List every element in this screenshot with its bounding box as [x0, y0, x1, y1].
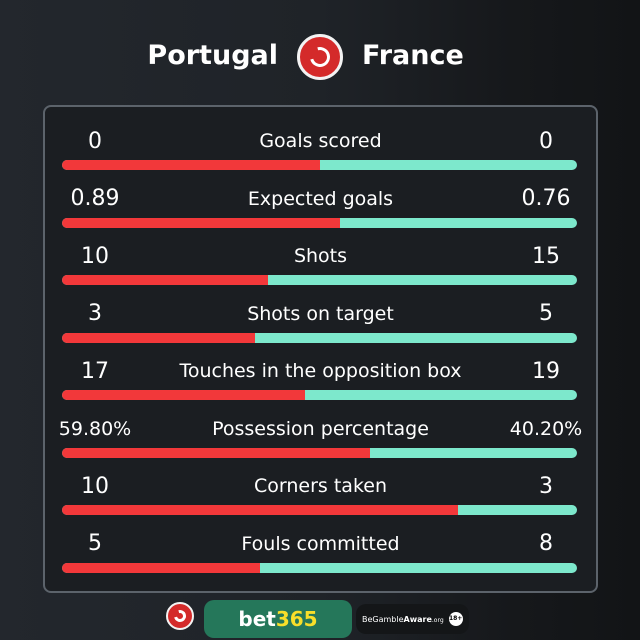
- stat-row: 3 Shots on target 5: [45, 288, 596, 345]
- away-team-name: France: [362, 40, 464, 71]
- home-share-fill: [62, 275, 268, 285]
- match-header: Portugal France: [0, 30, 640, 82]
- comparison-bar: [62, 217, 577, 228]
- home-share-fill: [62, 390, 306, 400]
- stat-row: 17 Touches in the opposition box 19: [45, 345, 596, 402]
- comparison-bar: [62, 160, 577, 170]
- stat-label: Expected goals: [247, 187, 394, 210]
- stat-row: 10 Corners taken 3: [45, 460, 596, 517]
- home-value: 3: [88, 301, 102, 326]
- stat-row: 10 Shots 15: [45, 230, 596, 287]
- stat-text-line: 0 Goals scored 0: [45, 127, 596, 155]
- stat-label: Touches in the opposition box: [179, 360, 462, 382]
- stat-row: 0 Goals scored 0: [45, 115, 596, 172]
- bet365-text-a: bet: [238, 607, 276, 631]
- away-value: 3: [539, 473, 553, 499]
- bet365-text-b: 365: [275, 607, 318, 631]
- stats-panel: 0 Goals scored 0 0.89 Expected goals 0.7…: [43, 105, 598, 593]
- away-value: 0.76: [521, 186, 571, 211]
- away-value: 19: [532, 358, 560, 384]
- home-value: 59.80%: [58, 417, 132, 440]
- stat-row: 0.89 Expected goals 0.76: [45, 173, 596, 230]
- home-value: 10: [81, 473, 109, 499]
- stat-text-line: 10 Corners taken 3: [45, 472, 596, 500]
- comparison-bar: [62, 332, 577, 343]
- comparison-bar: [62, 447, 577, 458]
- away-value: 15: [532, 243, 560, 269]
- begambleaware-text: BeGambleAware.org: [362, 614, 444, 624]
- home-share-fill: [62, 160, 320, 170]
- stat-text-line: 59.80% Possession percentage 40.20%: [45, 415, 596, 443]
- bet365-logo: bet365: [204, 600, 352, 638]
- home-value: 0.89: [70, 186, 120, 211]
- stat-label: Shots on target: [247, 302, 394, 325]
- home-share-fill: [62, 217, 340, 228]
- stat-text-line: 0.89 Expected goals 0.76: [45, 185, 596, 213]
- begambleaware-logo: BeGambleAware.org 18+: [356, 604, 469, 634]
- home-team-name: Portugal: [147, 40, 278, 71]
- home-share-fill: [62, 562, 261, 573]
- away-value: 8: [539, 531, 553, 556]
- comparison-bar: [62, 505, 577, 515]
- away-value: 5: [539, 301, 553, 326]
- home-value: 17: [81, 358, 109, 384]
- away-value: 0: [539, 128, 553, 154]
- comparison-bar: [62, 275, 577, 285]
- stat-row: 5 Fouls committed 8: [45, 518, 596, 575]
- stat-label: Shots: [293, 245, 348, 267]
- home-value: 10: [81, 243, 109, 269]
- home-share-fill: [62, 332, 256, 343]
- home-share-fill: [62, 505, 459, 515]
- stat-label: Fouls committed: [241, 532, 400, 555]
- brand-logo-icon: [297, 34, 343, 80]
- away-value: 40.20%: [509, 417, 583, 440]
- stat-label: Corners taken: [254, 475, 387, 497]
- stat-label: Goals scored: [259, 130, 382, 152]
- age-badge: 18+: [448, 612, 463, 626]
- stat-row: 59.80% Possession percentage 40.20%: [45, 403, 596, 460]
- comparison-bar: [62, 390, 577, 400]
- footer: bet365 BeGambleAware.org 18+: [0, 598, 640, 640]
- stat-text-line: 10 Shots 15: [45, 242, 596, 270]
- stat-text-line: 17 Touches in the opposition box 19: [45, 357, 596, 385]
- stat-text-line: 3 Shots on target 5: [45, 300, 596, 328]
- brand-logo-icon: [166, 602, 194, 630]
- home-value: 5: [88, 531, 102, 556]
- stat-text-line: 5 Fouls committed 8: [45, 530, 596, 558]
- home-share-fill: [62, 447, 370, 458]
- home-value: 0: [88, 128, 102, 154]
- stat-label: Possession percentage: [212, 417, 429, 440]
- comparison-bar: [62, 562, 577, 573]
